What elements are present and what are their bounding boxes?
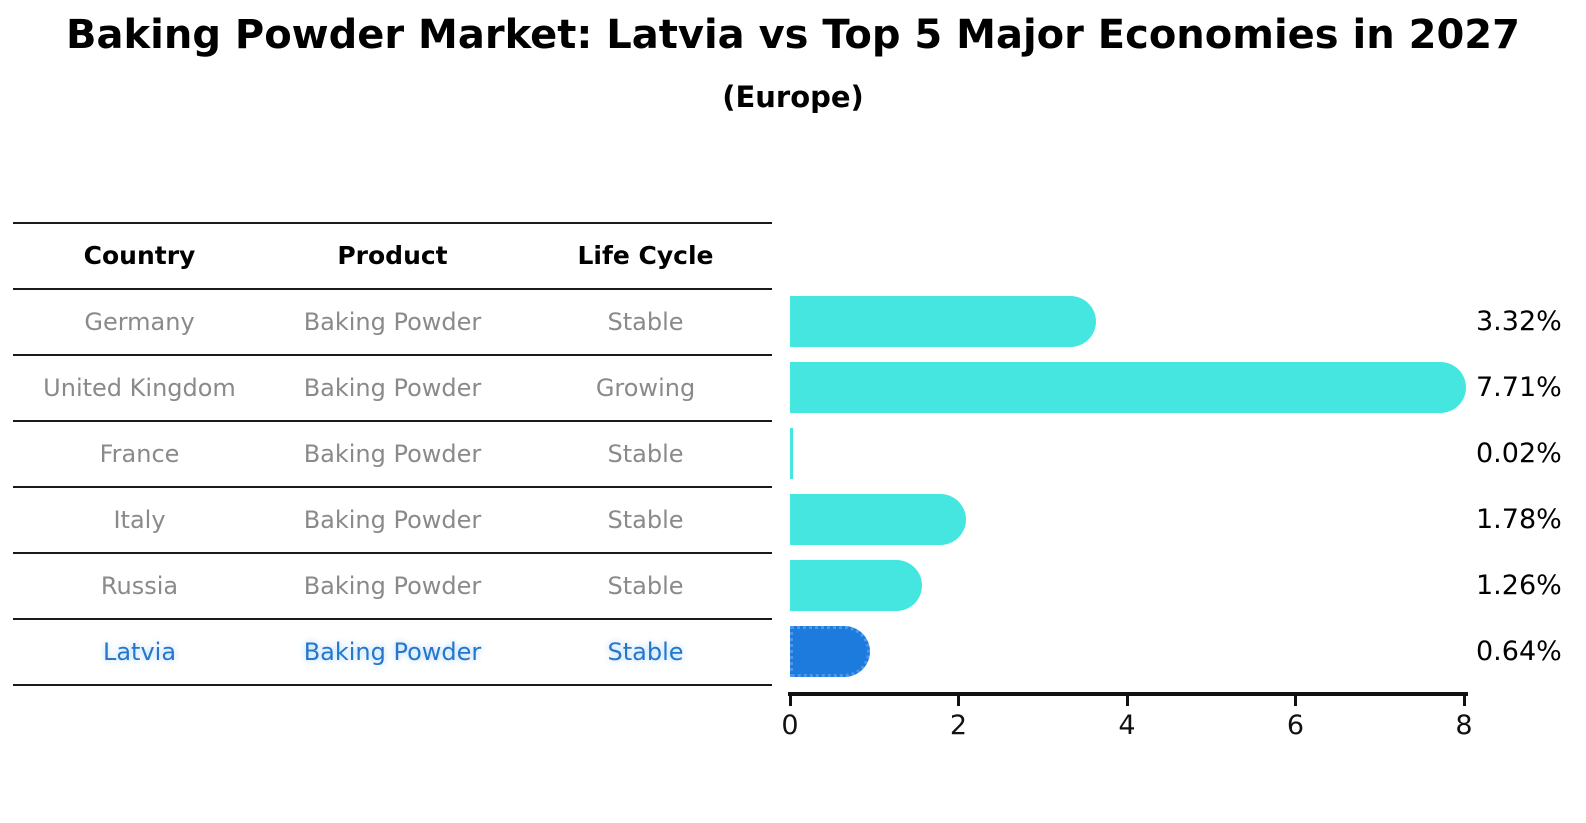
percent-label: 0.64% (1476, 636, 1562, 667)
bar (790, 428, 793, 479)
percent-label: 3.32% (1476, 306, 1562, 337)
x-axis-tick (1462, 695, 1466, 706)
table-row: Germany Baking Powder Stable (13, 290, 772, 356)
life-cycle-cell: Growing (595, 373, 696, 402)
product-cell: Baking Powder (303, 637, 482, 666)
product-cell: Baking Powder (303, 505, 482, 534)
bar (790, 362, 1466, 413)
country-cell: Germany (84, 307, 195, 336)
life-cycle-cell: Stable (607, 571, 684, 600)
x-axis-tick (1294, 695, 1297, 706)
x-axis-tick-label: 0 (781, 710, 799, 741)
table-row: France Baking Powder Stable (13, 422, 772, 488)
country-cell: Italy (113, 505, 166, 534)
table-row: Latvia Baking Powder Stable (13, 620, 772, 686)
percent-label: 1.78% (1476, 504, 1562, 535)
country-cell: France (99, 439, 180, 468)
product-cell: Baking Powder (303, 439, 482, 468)
x-axis-tick-label: 2 (949, 710, 968, 741)
country-table: Country Product Life Cycle Germany Baking Po… (13, 222, 772, 686)
x-axis-tick-label: 6 (1286, 710, 1305, 741)
country-cell: Latvia (102, 637, 177, 666)
life-cycle-cell: Stable (607, 307, 684, 336)
column-header: Product (337, 241, 448, 271)
country-cell: United Kingdom (43, 373, 236, 402)
x-axis-tick (957, 695, 960, 706)
bar (790, 296, 1096, 347)
product-cell: Baking Powder (303, 373, 482, 402)
percent-label: 7.71% (1476, 372, 1562, 403)
life-cycle-cell: Stable (607, 439, 684, 468)
life-cycle-cell: Stable (607, 637, 684, 666)
bar (790, 494, 966, 545)
percent-label: 1.26% (1476, 570, 1562, 601)
table-header-row: Country Product Life Cycle (13, 224, 772, 290)
table-row: United Kingdom Baking Powder Growing (13, 356, 772, 422)
x-axis-tick-label: 8 (1455, 710, 1473, 741)
table-row: Italy Baking Powder Stable (13, 488, 772, 554)
column-header: Life Cycle (577, 241, 714, 271)
chart-title: Baking Powder Market: Latvia vs Top 5 Ma… (66, 12, 1520, 58)
life-cycle-cell: Stable (607, 505, 684, 534)
product-cell: Baking Powder (303, 571, 482, 600)
x-axis-tick (788, 695, 792, 706)
column-header: Country (83, 241, 196, 271)
x-axis-tick (1125, 695, 1129, 706)
chart-subtitle: (Europe) (722, 80, 864, 114)
x-axis-tick-label: 4 (1118, 710, 1136, 741)
bar (790, 560, 923, 611)
bar-highlight (790, 626, 870, 677)
product-cell: Baking Powder (303, 307, 482, 336)
table-row: Russia Baking Powder Stable (13, 554, 772, 620)
percent-label: 0.02% (1476, 438, 1562, 469)
country-cell: Russia (100, 571, 179, 600)
x-axis-line (788, 692, 1468, 696)
